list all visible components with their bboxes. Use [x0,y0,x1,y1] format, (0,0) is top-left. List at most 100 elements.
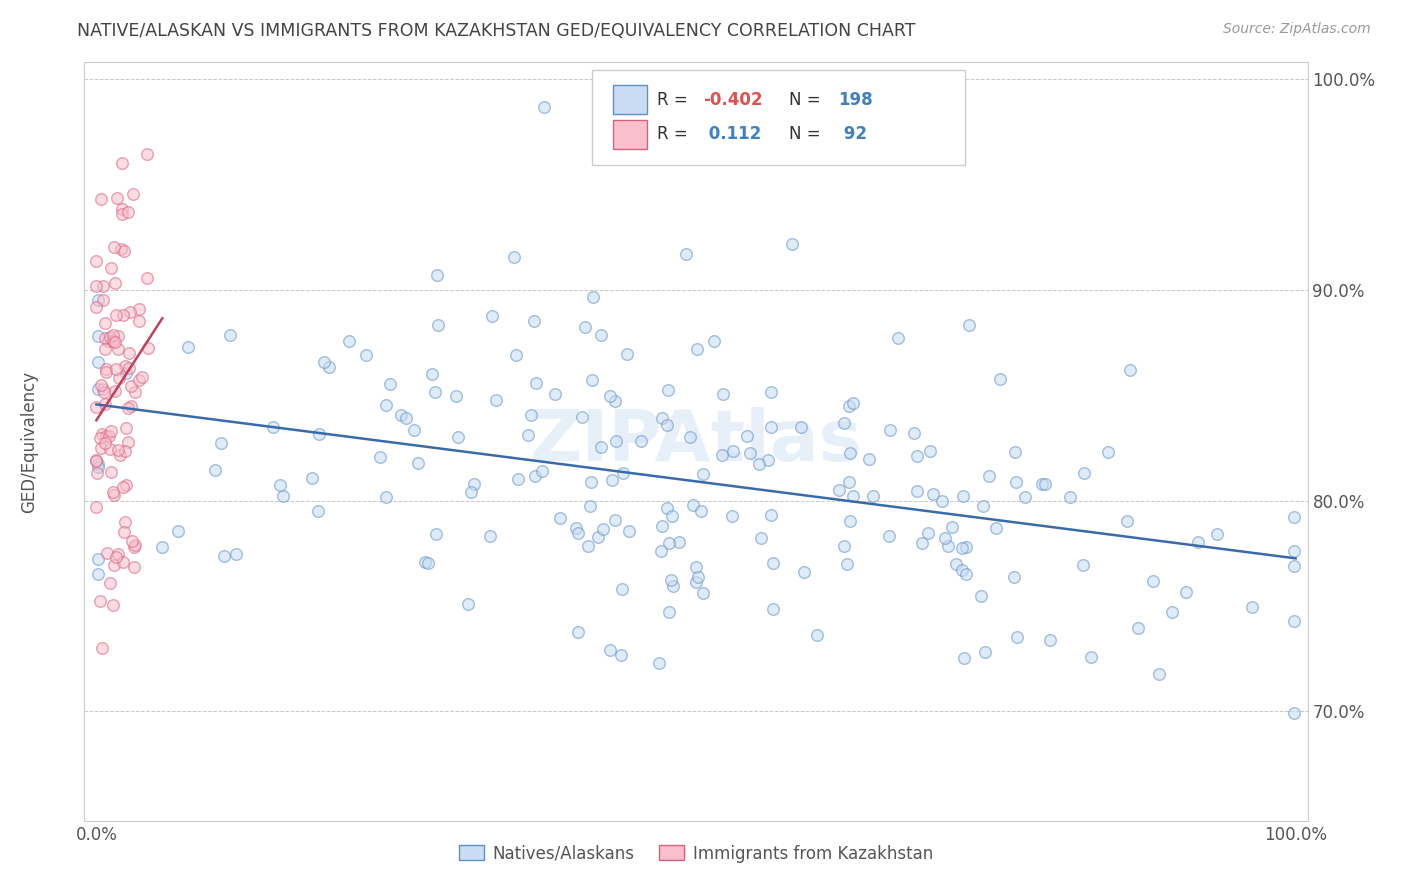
Point [97,334,120,349]
Point [406,456,429,470]
Point [413,555,436,569]
Point [121,379,143,393]
Point [616,347,638,361]
FancyBboxPatch shape [592,70,965,165]
Point [1284,559,1306,574]
Point [977,468,1000,483]
Point [567,624,589,639]
Point [936,539,959,553]
Point [661,579,683,593]
Point [603,513,626,527]
Point [114,515,136,529]
Point [758,453,780,467]
Point [120,399,142,413]
Point [374,399,396,413]
Point [308,427,330,442]
Point [506,472,529,486]
Point [692,467,714,481]
Point [93,384,115,399]
Point [446,389,468,403]
Point [668,534,690,549]
Point [955,540,977,554]
Point [858,451,880,466]
Point [1004,475,1026,489]
Point [104,384,127,398]
Point [117,205,139,219]
Point [574,320,596,334]
Point [166,524,188,539]
Point [651,519,673,533]
Point [100,466,122,480]
Point [1059,490,1081,504]
Point [581,290,603,304]
Point [1004,570,1026,584]
Point [1033,477,1056,491]
Point [107,342,129,356]
Point [124,538,146,552]
Point [103,558,125,572]
Point [1241,600,1264,615]
Point [970,589,993,603]
Point [91,383,114,397]
Point [1115,514,1137,528]
Bar [613,120,647,149]
Point [100,425,122,439]
Point [955,566,977,581]
Point [262,420,284,434]
Point [104,276,127,290]
Point [1097,444,1119,458]
Point [426,268,449,282]
Point [176,340,198,354]
Point [111,555,134,569]
Point [101,598,124,612]
Point [271,489,294,503]
Point [737,429,759,443]
Point [972,500,994,514]
Point [675,247,697,261]
Point [420,368,443,382]
Point [101,334,124,348]
Point [520,408,543,422]
Point [751,531,773,545]
Point [389,408,412,422]
Point [416,556,439,570]
Point [579,475,602,489]
Point [128,373,150,387]
Point [1284,706,1306,721]
Point [973,644,995,658]
Point [565,521,588,535]
Point [548,511,571,525]
Point [592,522,614,536]
Point [86,552,108,566]
Point [94,316,117,330]
Point [378,376,401,391]
Point [689,504,711,518]
Point [218,327,240,342]
Point [658,536,681,550]
Point [922,487,945,501]
Point [105,308,128,322]
Point [1175,584,1198,599]
Point [686,343,709,357]
Point [685,574,707,589]
Point [204,463,226,477]
Point [907,449,929,463]
Text: ZIPAtlas: ZIPAtlas [530,407,862,476]
Point [837,557,859,571]
Point [952,489,974,503]
Point [1005,631,1028,645]
Point [950,563,973,577]
Point [307,504,329,518]
Point [86,355,108,369]
Point [122,540,145,554]
Point [86,459,108,474]
Point [86,254,108,268]
Point [984,521,1007,535]
Point [93,397,115,411]
Point [523,314,546,328]
Point [86,458,108,472]
Point [103,239,125,253]
Point [114,444,136,458]
Point [738,446,761,460]
Point [759,508,782,522]
